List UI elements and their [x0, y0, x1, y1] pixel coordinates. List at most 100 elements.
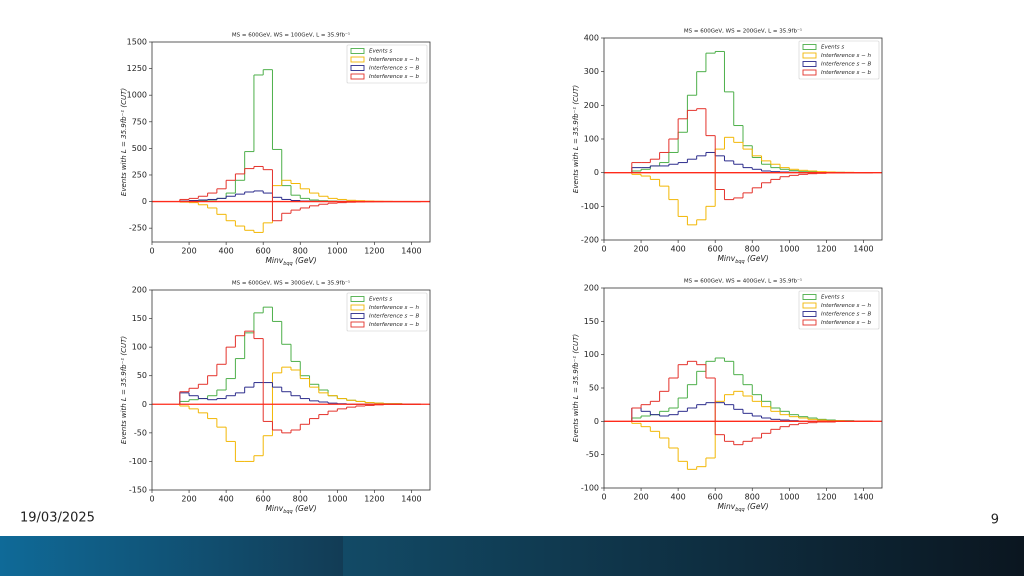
x-tick-label: 1200	[364, 495, 384, 504]
chart-title: MS = 600GeV, WS = 200GeV, L = 35.9fb⁻¹	[684, 28, 802, 35]
x-axis-label: Minvbqq (GeV)	[717, 502, 768, 513]
y-tick-label: 50	[589, 384, 599, 393]
legend-swatch	[350, 313, 365, 319]
x-tick-label: 0	[149, 247, 154, 256]
x-tick-label: 800	[293, 495, 308, 504]
axes-frame	[603, 287, 883, 489]
x-tick-label: 1400	[853, 245, 873, 254]
legend-swatch	[350, 56, 365, 63]
x-axis-label-part: (GeV)	[293, 504, 317, 513]
y-tick-label: 100	[132, 343, 147, 352]
x-axis-label-part: (GeV)	[745, 502, 769, 511]
x-axis-label: Minvbqq (GeV)	[265, 256, 316, 267]
x-tick-label: 400	[670, 493, 685, 502]
x-tick-label: 200	[181, 495, 196, 504]
y-tick-label: 100	[584, 350, 599, 359]
legend-label: Interference s − B	[369, 66, 419, 72]
y-tick-label: -200	[581, 236, 599, 245]
chart: MS = 600GeV, WS = 100GeV, L = 35.9fb⁻¹ -2…	[120, 32, 431, 267]
y-tick-label: 200	[584, 284, 599, 293]
y-tick-label: 0	[142, 400, 147, 409]
y-tick-label: -50	[586, 450, 599, 459]
y-axis-label: Events with L = 35.9fb⁻¹ (CUT)	[572, 334, 580, 442]
y-tick-label: 500	[132, 144, 147, 153]
x-axis-label-part: Minv	[717, 254, 735, 263]
x-axis-label-part: (GeV)	[293, 256, 317, 265]
legend-label: Interference s − b	[821, 320, 871, 326]
x-axis-label: Minvbqq (GeV)	[717, 254, 768, 265]
chart: MS = 600GeV, WS = 300GeV, L = 35.9fb⁻¹ -1…	[120, 280, 431, 515]
legend-swatch	[802, 319, 817, 326]
legend-box	[346, 292, 428, 332]
legend-swatch	[802, 44, 817, 50]
x-tick-label: 400	[670, 245, 685, 254]
x-tick-label: 1200	[816, 493, 836, 502]
y-tick-label: 150	[132, 314, 147, 323]
y-axis-label: Events with L = 35.9fb⁻¹ (CUT)	[120, 336, 128, 444]
x-axis-label: Minvbqq (GeV)	[265, 504, 316, 515]
y-tick-label: 400	[584, 34, 599, 43]
y-tick-label: 250	[132, 170, 147, 179]
legend-label: Events s	[369, 297, 392, 303]
y-axis-label: Events with L = 35.9fb⁻¹ (CUT)	[120, 88, 128, 196]
x-tick-label: 200	[181, 247, 196, 256]
axes-frame	[151, 289, 431, 491]
y-tick-label: -100	[581, 202, 599, 211]
chart: MS = 600GeV, WS = 200GeV, L = 35.9fb⁻¹ -2…	[572, 28, 883, 265]
x-tick-label: 0	[149, 495, 154, 504]
x-axis-label-part: Minv	[265, 504, 283, 513]
x-tick-label: 400	[218, 247, 233, 256]
footer-band-right	[343, 536, 1024, 576]
x-axis-label-part: bqq	[283, 509, 293, 515]
x-axis-label-part: bqq	[735, 507, 745, 513]
footer-date: 19/03/2025	[20, 511, 95, 526]
legend-label: Interference s − B	[369, 314, 419, 320]
y-tick-label: -250	[129, 224, 147, 233]
x-tick-label: 800	[745, 493, 760, 502]
y-tick-label: 300	[584, 67, 599, 76]
x-tick-label: 0	[601, 245, 606, 254]
chart-title: MS = 600GeV, WS = 300GeV, L = 35.9fb⁻¹	[232, 280, 350, 287]
legend-label: Interference s − h	[821, 53, 871, 59]
x-tick-label: 400	[218, 495, 233, 504]
y-tick-label: -50	[134, 428, 147, 437]
axes-frame	[603, 37, 883, 241]
x-tick-label: 800	[293, 247, 308, 256]
y-tick-label: 0	[594, 168, 599, 177]
legend-label: Interference s − b	[821, 70, 871, 76]
legend-swatch	[802, 311, 817, 317]
legend-swatch	[350, 65, 365, 71]
y-tick-label: 150	[584, 317, 599, 326]
legend-label: Interference s − h	[369, 57, 419, 63]
legend-swatch	[350, 48, 365, 54]
axes-frame	[151, 41, 431, 243]
legend-box	[346, 44, 428, 84]
legend-swatch	[350, 321, 365, 328]
x-axis-label-part: bqq	[735, 259, 745, 265]
x-tick-label: 1400	[853, 493, 873, 502]
legend-swatch	[350, 304, 365, 311]
legend-label: Interference s − h	[369, 305, 419, 311]
legend-swatch	[802, 294, 817, 300]
legend-swatch	[802, 302, 817, 309]
legend-label: Interference s − b	[369, 74, 419, 80]
legend-label: Interference s − B	[821, 62, 871, 68]
x-tick-label: 1400	[401, 247, 421, 256]
chart: MS = 600GeV, WS = 400GeV, L = 35.9fb⁻¹ -1…	[572, 278, 883, 513]
y-tick-label: -150	[129, 486, 147, 495]
y-tick-label: 100	[584, 135, 599, 144]
legend-label: Interference s − h	[821, 303, 871, 309]
charts: MS = 600GeV, WS = 100GeV, L = 35.9fb⁻¹ -2…	[120, 28, 883, 515]
y-tick-label: 1000	[127, 91, 147, 100]
y-tick-label: 750	[132, 117, 147, 126]
legend-label: Interference s − B	[821, 312, 871, 318]
y-axis-label: Events with L = 35.9fb⁻¹ (CUT)	[572, 85, 580, 193]
legend-swatch	[802, 69, 817, 76]
legend-label: Events s	[821, 45, 844, 51]
x-tick-label: 600	[256, 247, 271, 256]
x-tick-label: 200	[633, 493, 648, 502]
y-tick-label: 200	[584, 101, 599, 110]
x-tick-label: 600	[708, 245, 723, 254]
x-axis-label-part: bqq	[283, 261, 293, 267]
